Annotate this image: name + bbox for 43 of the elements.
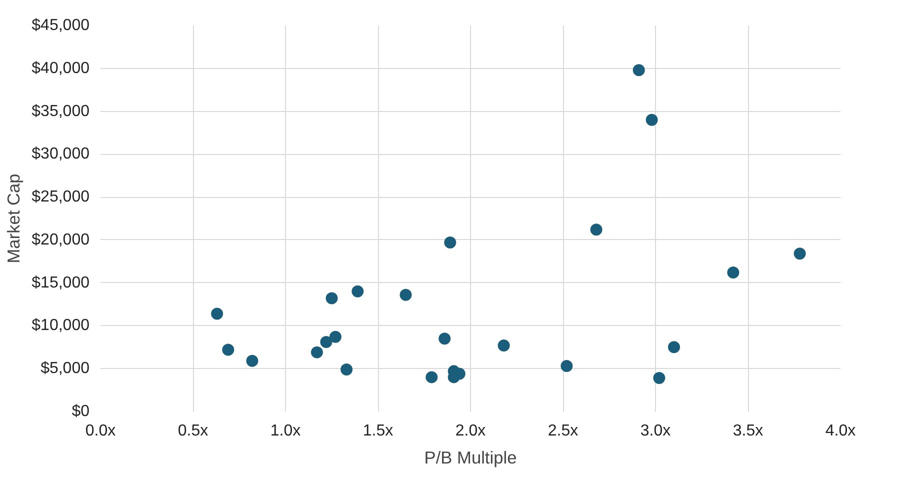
x-tick-label: 3.5x <box>732 422 764 440</box>
point <box>352 285 364 298</box>
x-axis-title: P/B Multiple <box>424 448 517 468</box>
point <box>310 346 323 358</box>
y-tick-label: $25,000 <box>32 188 90 206</box>
point <box>320 336 332 348</box>
point <box>222 344 234 356</box>
point <box>632 64 645 76</box>
y-tick-label: $20,000 <box>32 231 90 248</box>
y-tick-label: $40,000 <box>32 60 90 77</box>
point <box>668 341 680 354</box>
point <box>426 371 438 384</box>
x-tick-label: 0.0x <box>85 422 116 440</box>
point <box>444 236 456 249</box>
y-tick-label: $10,000 <box>32 317 90 334</box>
y-tick-label: $45,000 <box>32 17 90 34</box>
point <box>246 354 258 367</box>
point <box>794 248 806 260</box>
x-tick-label: 0.5x <box>178 422 208 440</box>
x-tick-label: 1.0x <box>270 422 301 440</box>
point <box>340 363 353 376</box>
point <box>326 292 338 304</box>
point <box>560 360 573 372</box>
point <box>498 339 510 352</box>
y-tick-label: $5,000 <box>40 360 90 378</box>
y-tick-label: $0 <box>72 403 90 420</box>
x-tick-label: 4.0x <box>825 422 856 440</box>
point <box>438 332 451 345</box>
point <box>329 330 342 343</box>
x-tick-label: 2.5x <box>548 422 578 440</box>
point <box>653 372 666 384</box>
y-axis-title: Market Cap <box>4 174 24 264</box>
point <box>400 288 412 301</box>
x-tick-label: 3.0x <box>640 422 671 440</box>
y-tick-label: $30,000 <box>32 146 90 163</box>
point <box>590 224 602 236</box>
point <box>727 266 740 279</box>
point <box>211 308 224 320</box>
x-tick-label: 1.5x <box>362 422 394 440</box>
point <box>646 114 658 126</box>
x-tick-label: 2.0x <box>455 422 486 440</box>
y-tick-label: $35,000 <box>32 102 90 120</box>
y-tick-label: $15,000 <box>32 274 90 292</box>
